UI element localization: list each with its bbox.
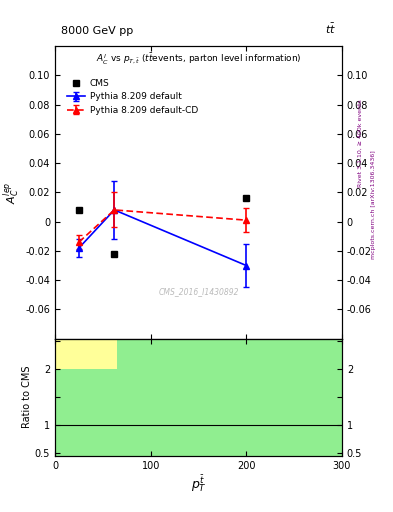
Text: Rivet 3.1.10, ≥ 400k events: Rivet 3.1.10, ≥ 400k events (358, 99, 363, 187)
CMS (77, 207, 81, 213)
Bar (55, 338, 117, 369)
CMS (112, 251, 117, 257)
Y-axis label: $A_C^{lep}$: $A_C^{lep}$ (2, 181, 22, 204)
Text: $A_C^l$ vs $p_{T,\bar{t}}$ ($t\bar{t}$events, parton level information): $A_C^l$ vs $p_{T,\bar{t}}$ ($t\bar{t}$ev… (95, 52, 301, 67)
Legend: CMS, Pythia 8.209 default, Pythia 8.209 default-CD: CMS, Pythia 8.209 default, Pythia 8.209 … (64, 75, 202, 119)
Line: CMS: CMS (76, 196, 249, 257)
Text: $t\bar{t}$: $t\bar{t}$ (325, 22, 336, 36)
CMS (244, 195, 249, 201)
Text: mcplots.cern.ch [arXiv:1306.3436]: mcplots.cern.ch [arXiv:1306.3436] (371, 151, 376, 259)
Y-axis label: Ratio to CMS: Ratio to CMS (22, 366, 32, 429)
X-axis label: $p_T^{\bar{t}}$: $p_T^{\bar{t}}$ (191, 473, 206, 494)
Text: CMS_2016_I1430892: CMS_2016_I1430892 (158, 287, 239, 296)
Text: 8000 GeV pp: 8000 GeV pp (61, 26, 133, 36)
